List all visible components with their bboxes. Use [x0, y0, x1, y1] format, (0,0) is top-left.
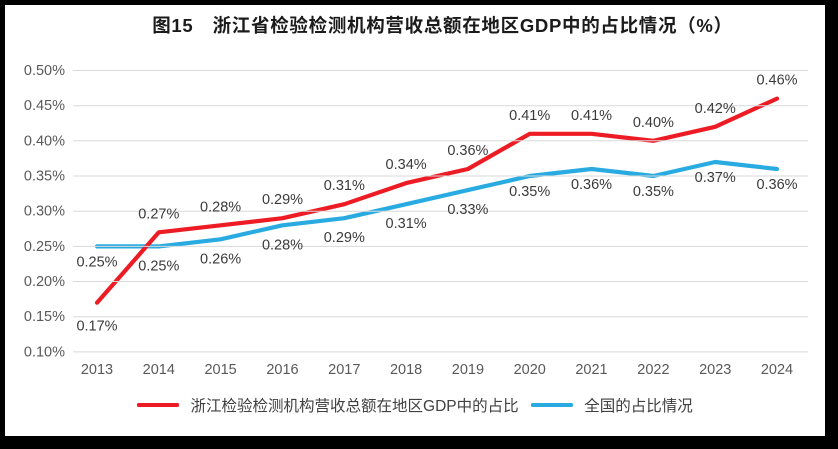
svg-text:0.26%: 0.26% — [200, 251, 241, 267]
svg-text:0.45%: 0.45% — [24, 98, 65, 114]
svg-text:2017: 2017 — [328, 362, 360, 378]
svg-text:2023: 2023 — [699, 362, 731, 378]
svg-text:2021: 2021 — [575, 362, 607, 378]
svg-text:0.29%: 0.29% — [262, 192, 303, 208]
svg-text:0.31%: 0.31% — [324, 178, 365, 194]
svg-text:0.41%: 0.41% — [509, 108, 550, 124]
svg-text:0.40%: 0.40% — [633, 115, 674, 131]
svg-text:0.36%: 0.36% — [447, 143, 488, 159]
svg-text:0.31%: 0.31% — [386, 216, 427, 232]
svg-text:0.10%: 0.10% — [24, 344, 65, 360]
svg-text:0.27%: 0.27% — [138, 206, 179, 222]
svg-text:0.35%: 0.35% — [509, 184, 550, 200]
svg-text:0.35%: 0.35% — [633, 184, 674, 200]
svg-text:0.50%: 0.50% — [24, 63, 65, 79]
svg-text:0.36%: 0.36% — [571, 177, 612, 193]
svg-text:2019: 2019 — [452, 362, 484, 378]
svg-text:0.33%: 0.33% — [447, 202, 488, 218]
svg-text:0.40%: 0.40% — [24, 133, 65, 149]
svg-text:0.30%: 0.30% — [24, 204, 65, 220]
svg-text:2016: 2016 — [266, 362, 298, 378]
svg-text:0.34%: 0.34% — [386, 157, 427, 173]
svg-text:0.42%: 0.42% — [695, 101, 736, 117]
svg-text:0.17%: 0.17% — [76, 319, 117, 335]
svg-text:0.28%: 0.28% — [262, 237, 303, 253]
svg-text:0.15%: 0.15% — [24, 309, 65, 325]
svg-text:2013: 2013 — [81, 362, 113, 378]
svg-text:2020: 2020 — [514, 362, 546, 378]
svg-text:2022: 2022 — [637, 362, 669, 378]
svg-text:2014: 2014 — [143, 362, 175, 378]
svg-text:0.41%: 0.41% — [571, 108, 612, 124]
svg-text:0.35%: 0.35% — [24, 169, 65, 185]
svg-text:2018: 2018 — [390, 362, 422, 378]
svg-text:0.20%: 0.20% — [24, 274, 65, 290]
svg-text:0.25%: 0.25% — [24, 239, 65, 255]
svg-text:0.46%: 0.46% — [756, 73, 797, 89]
svg-text:0.37%: 0.37% — [695, 170, 736, 186]
svg-text:0.36%: 0.36% — [756, 177, 797, 193]
svg-text:0.28%: 0.28% — [200, 199, 241, 215]
svg-text:0.25%: 0.25% — [76, 254, 117, 270]
svg-text:2015: 2015 — [204, 362, 236, 378]
svg-text:0.25%: 0.25% — [138, 258, 179, 274]
svg-text:0.29%: 0.29% — [324, 230, 365, 246]
svg-text:2024: 2024 — [761, 362, 793, 378]
